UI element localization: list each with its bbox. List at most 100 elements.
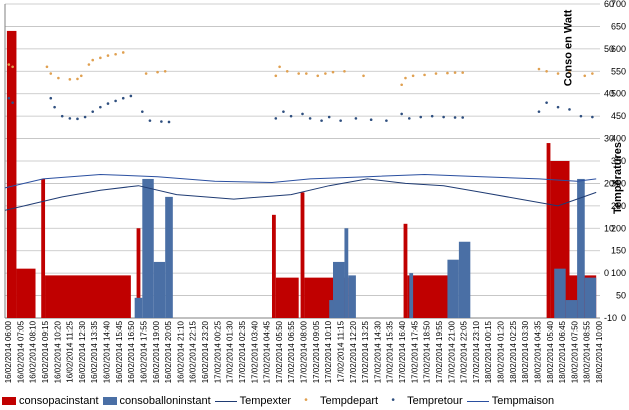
legend-swatch-consopacinstant	[2, 397, 16, 405]
legend-label-tempexter: Tempexter	[239, 395, 291, 407]
point-Tempretour-5	[68, 117, 72, 120]
y-power-tick-label: 350	[611, 156, 626, 166]
x-tick-label: 16/02/2014 08:10	[29, 320, 38, 383]
point-Tempdepart-23	[324, 72, 327, 75]
point-Tempretour-32	[430, 114, 434, 118]
point-Tempdepart-13	[121, 51, 125, 54]
legend-item-tempmaison: Tempmaison	[466, 395, 554, 407]
legend: consopacinstant consoballoninstant Tempe…	[2, 394, 626, 408]
point-Tempretour-30	[407, 117, 411, 120]
x-tick-label: 17/02/2014 10:10	[324, 320, 333, 383]
point-Tempretour-16	[160, 120, 163, 123]
x-axis: 16/02/2014 06:00 16/02/2014 07:05 16/02/20…	[4, 320, 604, 383]
point-Tempdepart-39	[583, 74, 587, 78]
point-Tempretour-3	[53, 105, 56, 109]
x-tick-label: 17/02/2014 09:05	[312, 320, 321, 383]
point-Tempdepart-20	[297, 72, 300, 75]
x-tick-label: 16/02/2014 22:15	[189, 320, 198, 383]
y-axis-power: 0 50 100 150 200 250 300 350 400 450 500 550 600 650 7…	[611, 0, 626, 323]
bar-consopacinstant-10	[407, 275, 452, 318]
x-tick-label: 16/02/2014 20:05	[164, 320, 173, 383]
x-tick-label: 18/02/2014 08:55	[583, 320, 592, 383]
point-Tempdepart-25	[343, 69, 346, 73]
point-Tempretour-20	[289, 114, 293, 118]
legend-swatch-tempexter	[214, 400, 237, 402]
point-Tempretour-41	[591, 115, 594, 119]
x-tick-label: 16/02/2014 06:00	[4, 320, 13, 383]
x-tick-label: 18/02/2014 01:20	[497, 320, 506, 383]
bar-consopacinstant-11	[546, 143, 551, 318]
x-tick-label: 16/02/2014 17:55	[139, 320, 148, 383]
y-power-tick-label: 450	[611, 111, 626, 121]
x-tick-label: 16/02/2014 23:20	[201, 320, 210, 383]
point-Tempdepart-33	[453, 71, 457, 74]
y-axis-temp: -10 0 10 20 30 40 50 60	[604, 0, 617, 323]
bar-consoballoninstant-11	[554, 268, 566, 318]
point-Tempdepart-24	[331, 70, 335, 74]
legend-label-tempretour: Tempretour	[407, 395, 463, 407]
x-tick-label: 17/02/2014 04:45	[263, 320, 272, 383]
x-tick-label: 17/02/2014 02:35	[238, 320, 247, 383]
x-tick-label: 18/02/2014 04:35	[533, 320, 542, 383]
point-Tempretour-15	[148, 119, 152, 122]
bars	[6, 30, 597, 319]
point-Tempdepart-22	[316, 74, 320, 78]
point-Tempdepart-1	[11, 65, 14, 69]
point-Tempretour-9	[99, 105, 102, 109]
point-Tempretour-23	[320, 119, 323, 122]
point-Tempretour-36	[537, 110, 541, 113]
y-temp-tick-label: 60	[604, 0, 614, 9]
point-Tempretour-38	[556, 105, 560, 109]
legend-label-consopacinstant: consopacinstant	[19, 395, 99, 407]
x-tick-label: 16/02/2014 13:35	[90, 320, 99, 383]
x-tick-label: 16/02/2014 09:15	[41, 320, 50, 383]
legend-item-consopacinstant: consopacinstant	[2, 395, 99, 407]
bar-consoballoninstant-10	[458, 241, 471, 318]
x-tick-label: 17/02/2014 13:25	[361, 320, 370, 383]
point-Tempdepart-31	[434, 72, 438, 75]
bar-consoballoninstant-14	[584, 277, 597, 318]
point-Tempretour-40	[579, 114, 583, 118]
bar-consopacinstant-1	[16, 268, 36, 318]
point-Tempdepart-34	[461, 71, 464, 74]
lines	[4, 173, 597, 211]
legend-swatch-tempdepart: •	[304, 395, 308, 406]
y-temp-tick-label: 20	[604, 178, 614, 188]
point-Tempretour-28	[385, 119, 388, 122]
point-Tempdepart-18	[278, 65, 281, 69]
x-tick-label: 17/02/2014 01:30	[226, 320, 235, 383]
point-Tempdepart-17	[274, 74, 278, 78]
point-Tempdepart-12	[114, 52, 117, 56]
point-Tempretour-35	[461, 116, 464, 119]
line-Tempmaison	[4, 173, 597, 189]
y-power-tick-label: 700	[611, 0, 626, 9]
temp-axis-title: Températures	[611, 142, 624, 214]
point-Tempdepart-2	[45, 65, 49, 69]
x-tick-label: 17/02/2014 14:30	[373, 320, 382, 383]
x-tick-label: 18/02/2014 10:00	[595, 320, 604, 383]
point-Tempretour-6	[76, 117, 79, 121]
point-Tempretour-10	[106, 102, 110, 105]
y-power-tick-label: 100	[611, 268, 626, 278]
point-Tempdepart-30	[423, 73, 426, 77]
legend-item-consoballoninstant: consoballoninstant	[102, 395, 211, 407]
power-axis-title: Conso en Watt	[562, 9, 575, 87]
x-tick-label: 18/02/2014 05:40	[546, 320, 555, 383]
point-Tempretour-13	[129, 94, 133, 98]
bar-consopacinstant-9	[403, 223, 408, 318]
bar-consopacinstant-5	[271, 214, 276, 318]
point-Tempdepart-9	[91, 58, 95, 62]
legend-item-tempretour: • Tempretour	[382, 395, 463, 407]
point-Tempdepart-26	[362, 74, 365, 78]
x-tick-label: 16/02/2014 11:25	[66, 320, 75, 382]
point-Tempdepart-8	[87, 63, 91, 66]
point-Tempretour-39	[568, 108, 571, 111]
point-Tempretour-37	[545, 101, 548, 104]
y-temp-tick-label: 30	[604, 134, 614, 144]
legend-label-consoballoninstant: consoballoninstant	[119, 395, 211, 407]
point-Tempdepart-15	[156, 70, 159, 74]
bar-consoballoninstant-2	[153, 261, 166, 318]
bar-consoballoninstant-9	[447, 259, 459, 318]
point-Tempdepart-11	[106, 54, 110, 57]
y-power-tick-label: 650	[611, 21, 626, 31]
